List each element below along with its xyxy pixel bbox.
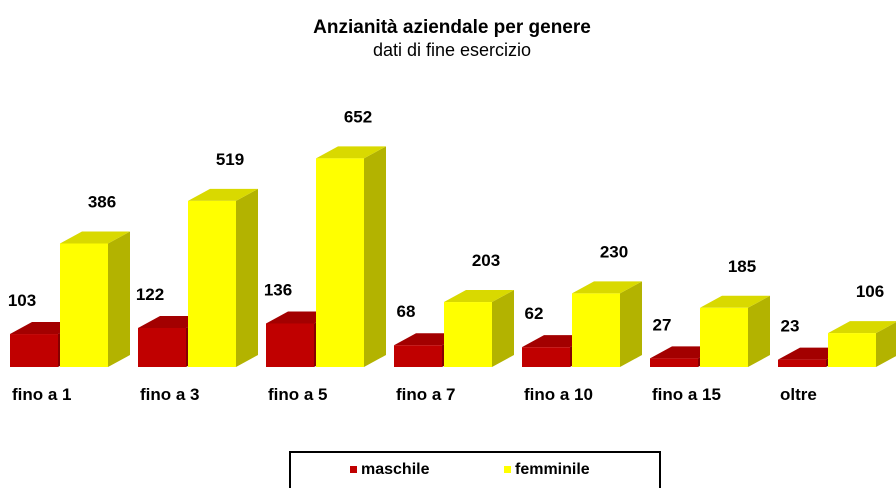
bar	[828, 333, 876, 367]
value-label: 136	[264, 280, 292, 299]
bar	[316, 158, 364, 367]
bar-side	[492, 290, 514, 367]
value-label: 23	[781, 317, 800, 336]
x-tick-label: fino a 5	[268, 385, 328, 404]
legend-swatch	[350, 466, 357, 473]
value-label: 230	[600, 242, 628, 261]
x-tick-label: fino a 7	[396, 385, 456, 404]
value-label: 106	[856, 282, 884, 301]
bar-top	[572, 281, 642, 294]
value-label: 68	[397, 302, 416, 321]
bar	[60, 243, 108, 367]
chart-subtitle: dati di fine esercizio	[373, 40, 531, 60]
bar-top	[316, 146, 386, 159]
value-label: 27	[653, 315, 672, 334]
bar	[522, 347, 570, 367]
bar-top	[828, 321, 896, 334]
bar	[700, 307, 748, 367]
value-label: 62	[525, 304, 544, 323]
legend-swatch	[504, 466, 511, 473]
x-tick-label: fino a 3	[140, 385, 200, 404]
bar-side	[620, 281, 642, 367]
value-label: 103	[8, 291, 36, 310]
chart-title: Anzianità aziendale per genere	[313, 17, 591, 38]
bar	[138, 327, 186, 367]
bar	[394, 345, 442, 367]
bar	[778, 359, 826, 367]
bar-top	[60, 231, 130, 244]
bar-side	[876, 322, 896, 367]
bar-top	[444, 290, 514, 303]
value-label: 203	[472, 251, 500, 270]
value-label: 519	[216, 150, 244, 169]
bar-side	[108, 231, 130, 367]
x-tick-label: fino a 10	[524, 385, 593, 404]
bar	[10, 334, 58, 367]
legend-box	[289, 451, 661, 488]
bar-side	[236, 188, 258, 367]
bar-top	[188, 188, 258, 201]
bar	[444, 302, 492, 367]
legend-label: maschile	[361, 461, 430, 478]
legend-label: femminile	[515, 461, 590, 478]
value-label: 386	[88, 192, 116, 211]
bar	[188, 200, 236, 367]
value-label: 652	[344, 107, 372, 126]
bar	[266, 323, 314, 367]
bar	[650, 358, 698, 367]
value-label: 185	[728, 257, 756, 276]
x-tick-label: fino a 15	[652, 385, 721, 404]
bar-top	[700, 295, 770, 308]
x-tick-label: oltre	[780, 385, 817, 404]
x-tick-label: fino a 1	[12, 385, 72, 404]
bar	[572, 293, 620, 367]
bar-side	[364, 146, 386, 367]
bar-side	[748, 295, 770, 367]
value-label: 122	[136, 285, 164, 304]
